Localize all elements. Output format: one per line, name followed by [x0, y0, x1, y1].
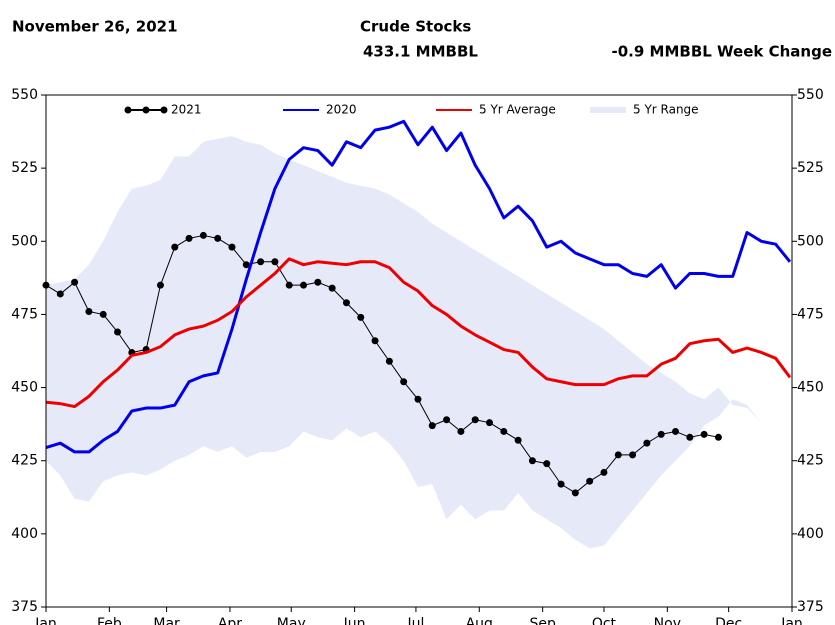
x-tick-label: Jan — [34, 616, 57, 625]
week-change: -0.9 MMBBL Week Change — [612, 43, 832, 61]
point — [543, 460, 551, 468]
legend-marker — [160, 106, 168, 114]
point — [56, 290, 64, 298]
point — [300, 281, 308, 289]
plot-frame — [45, 94, 793, 608]
x-tick-label: Apr — [218, 616, 242, 625]
y-tick-label: 425 — [11, 453, 38, 469]
x-tick-label: Nov — [654, 616, 681, 625]
point — [242, 261, 250, 269]
point — [614, 451, 622, 459]
point — [500, 427, 508, 435]
y-tick-label: 550 — [11, 87, 38, 103]
point — [657, 430, 665, 438]
x-tick-label: Feb — [97, 616, 122, 625]
point — [71, 278, 79, 286]
point — [428, 422, 436, 430]
point — [185, 234, 193, 242]
point — [443, 416, 451, 424]
legend-label: 5 Yr Average — [479, 103, 556, 117]
point — [371, 337, 379, 345]
point — [700, 430, 708, 438]
y2-tick-label: 500 — [797, 233, 824, 249]
point — [457, 427, 465, 435]
point — [414, 395, 422, 403]
chart-title: Crude Stocks — [360, 18, 471, 36]
date: November 26, 2021 — [12, 18, 178, 36]
y2-tick-label: 375 — [797, 599, 824, 615]
x-tick-label: Jul — [406, 616, 424, 625]
legend-label: 2021 — [171, 103, 202, 117]
point — [271, 258, 279, 266]
point — [643, 439, 651, 447]
point — [486, 419, 494, 427]
x-tick-label: Oct — [592, 616, 617, 625]
y2-tick-label: 550 — [797, 87, 824, 103]
point — [328, 284, 336, 292]
y-tick-label: 500 — [11, 233, 38, 249]
point — [528, 457, 536, 465]
point — [686, 433, 694, 441]
x-tick-label: Jan — [780, 616, 803, 625]
legend-label: 2020 — [326, 103, 357, 117]
y-tick-label: 375 — [11, 599, 38, 615]
point — [629, 451, 637, 459]
x-tick-label: Sep — [529, 616, 556, 625]
point — [314, 278, 322, 286]
point — [228, 243, 236, 251]
point — [714, 433, 722, 441]
point — [400, 378, 408, 386]
x-tick-label: Aug — [466, 616, 493, 625]
x-tick-label: Jun — [343, 616, 366, 625]
point — [357, 313, 365, 321]
y-tick-label: 475 — [11, 306, 38, 322]
y2-tick-label: 425 — [797, 453, 824, 469]
x-tick-label: Mar — [153, 616, 180, 625]
series-line — [45, 234, 719, 494]
point — [114, 328, 122, 336]
y2-tick-label: 400 — [797, 526, 824, 542]
point — [471, 416, 479, 424]
point — [214, 234, 222, 242]
point — [600, 468, 608, 476]
point — [285, 281, 293, 289]
point — [171, 243, 179, 251]
legend-label: 5 Yr Range — [633, 103, 699, 117]
point — [342, 299, 350, 307]
y-tick-label: 525 — [11, 160, 38, 176]
series-line — [45, 257, 792, 409]
range-area — [46, 135, 790, 549]
point — [99, 310, 107, 318]
point — [199, 231, 207, 239]
y-tick-label: 450 — [11, 380, 38, 396]
level: 433.1 MMBBL — [363, 43, 478, 61]
y2-tick-label: 450 — [797, 380, 824, 396]
series-line — [45, 119, 792, 454]
point — [156, 281, 164, 289]
x-tick-label: May — [277, 616, 306, 625]
legend-marker — [142, 106, 150, 114]
x-tick-label: Dec — [715, 616, 742, 625]
point — [514, 436, 522, 444]
y2-tick-label: 475 — [797, 306, 824, 322]
y-tick-label: 400 — [11, 526, 38, 542]
point — [85, 308, 93, 316]
y2-tick-label: 525 — [797, 160, 824, 176]
point — [385, 357, 393, 365]
legend-marker — [124, 106, 132, 114]
point — [571, 489, 579, 497]
point — [557, 480, 565, 488]
point — [672, 427, 680, 435]
point — [586, 477, 594, 485]
point — [257, 258, 265, 266]
